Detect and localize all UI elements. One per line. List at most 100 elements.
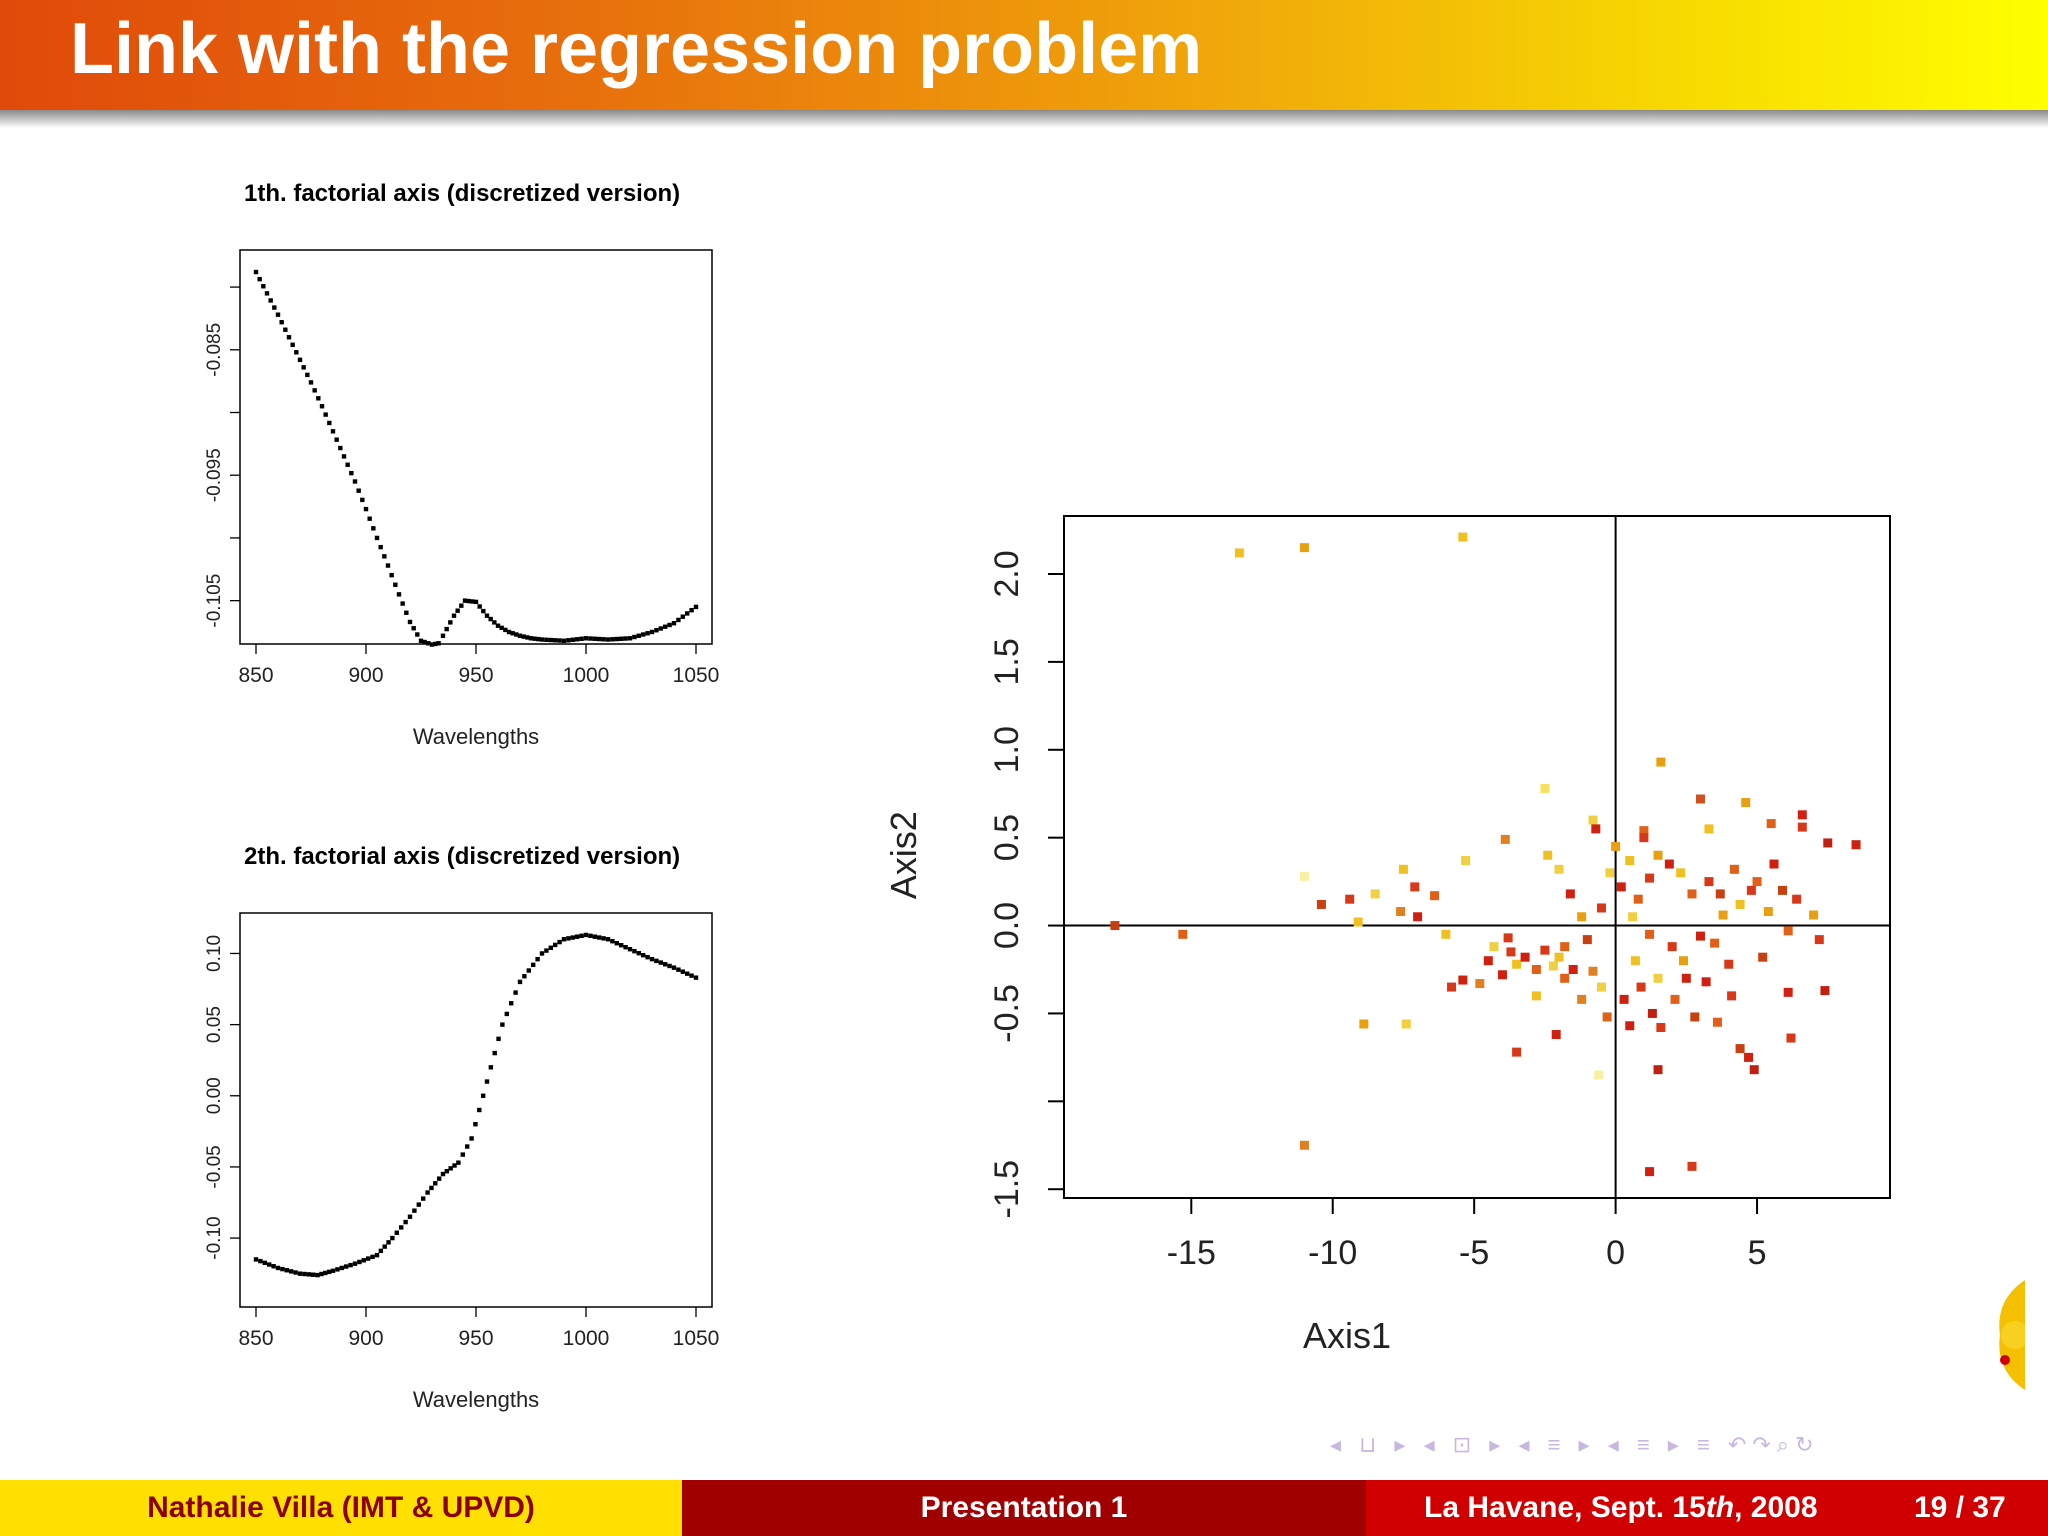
plot3-data-point — [1413, 912, 1423, 922]
plot3-data-point — [1588, 966, 1598, 976]
plot1-data-point — [614, 636, 619, 642]
plot2-data-point — [465, 1144, 470, 1149]
plot3-data-point — [1639, 826, 1649, 836]
plot1-data-point — [444, 626, 449, 632]
plot3-data-point — [1475, 979, 1485, 989]
plot1-data-point — [544, 637, 549, 642]
plot3-data-point — [1554, 952, 1564, 962]
plot3-data-point — [1560, 973, 1570, 983]
plot1-data-point — [338, 445, 343, 451]
plot2-data-point — [433, 1181, 438, 1186]
plot3-data-point — [1630, 956, 1640, 966]
plot2-data-point — [412, 1208, 417, 1213]
plot2-data-point — [636, 950, 641, 956]
plot1-data-point — [645, 631, 650, 636]
plot2-data-point — [469, 1136, 474, 1141]
plot1-data-point — [400, 601, 405, 606]
plot3-data-point — [1741, 798, 1751, 808]
plot3-data-point — [1520, 952, 1530, 962]
plot2-y-tick-label: 0.00 — [204, 1077, 225, 1114]
plot3-data-point — [1679, 956, 1688, 966]
plot3-data-point — [1701, 977, 1711, 987]
plot2-data-point — [399, 1225, 404, 1230]
plot3-x-tick-label: -5 — [1459, 1234, 1489, 1272]
plot1-data-point — [411, 626, 416, 631]
plot3-data-point — [1744, 1052, 1754, 1062]
plot1-data-point — [632, 634, 637, 640]
plot2-data-point — [289, 1269, 294, 1274]
plot1-data-point — [636, 633, 641, 638]
plot3-x-tick-label: 5 — [1748, 1234, 1767, 1272]
plot1-data-point — [264, 291, 270, 296]
plot2-data-point — [330, 1268, 336, 1274]
plot2-data-point — [663, 962, 668, 967]
plot2-data-point — [302, 1271, 307, 1277]
plot1-y-tick-label: -0.105 — [204, 574, 225, 628]
plot2-x-axis-label: Wavelengths — [413, 1387, 539, 1412]
plot3-data-point — [1695, 931, 1705, 941]
plot1-data-point — [503, 627, 508, 633]
plot1-data-point — [579, 636, 584, 641]
plot2-data-point — [632, 948, 637, 954]
plot2-data-point — [284, 1268, 289, 1273]
plot2-data-point — [570, 935, 575, 940]
plot1-data-point — [429, 642, 435, 647]
plot1-data-point — [676, 617, 681, 623]
plot3-data-point — [1594, 1070, 1604, 1080]
plot3-data-point — [1715, 889, 1725, 899]
plot1-data-point — [345, 462, 350, 467]
institution-logo-icon — [1999, 1280, 2025, 1390]
plot2-data-point — [315, 1272, 320, 1278]
plot3-data-point — [1359, 1019, 1369, 1029]
plot2-data-point — [306, 1272, 311, 1277]
plot3-y-axis-label: Axis2 — [883, 811, 924, 899]
plot1-data-point — [308, 380, 314, 385]
plot1-data-point — [548, 637, 553, 643]
plot3-data-point — [1299, 871, 1309, 881]
plot1-data-point — [415, 632, 420, 637]
plot2-data-point — [619, 943, 624, 948]
plot2-data-point — [645, 954, 650, 960]
plot2-data-point — [425, 1190, 430, 1195]
plot2-data-point — [658, 960, 663, 965]
plot1-data-point — [422, 639, 427, 645]
plot2-data-point — [323, 1270, 328, 1276]
plot1-y-tick-label: -0.085 — [204, 323, 225, 377]
plot2-data-point — [429, 1185, 434, 1191]
plot2-data-point — [390, 1235, 395, 1241]
plot1-data-point — [680, 614, 685, 619]
plot3-data-point — [1735, 899, 1745, 909]
plot1-title: 1th. factorial axis (discretized version… — [244, 180, 681, 207]
plot3-data-point — [1588, 815, 1598, 825]
plot3-y-tick-label: 2.0 — [988, 550, 1026, 597]
plot3-data-point — [1823, 838, 1833, 848]
plot1-data-point — [619, 636, 624, 641]
plot3-data-point — [1687, 1161, 1697, 1171]
plot1-data-point — [294, 350, 299, 355]
beamer-navigation-bar[interactable]: ◂ ⊔ ▸ ◂ ⊡ ▸ ◂ ≡ ▸ ◂ ≡ ▸ ≡ ↶↷⌕↻ — [1330, 1432, 1820, 1457]
plot3-data-point — [1370, 889, 1380, 899]
plot2-data-point — [357, 1259, 362, 1265]
plot3-data-point — [1178, 929, 1188, 939]
plot1-data-point — [341, 454, 347, 459]
plot1-data-point — [356, 488, 361, 493]
plot2-data-point — [370, 1254, 375, 1260]
plot3-data-point — [1531, 964, 1541, 974]
plot1-data-point — [597, 636, 602, 642]
plot3-data-point — [1461, 856, 1471, 866]
plot3-data-point — [1616, 882, 1626, 892]
plot1-data-point — [451, 613, 457, 618]
plot3-y-tick-label: 1.5 — [988, 638, 1026, 685]
plot3-data-point — [1500, 834, 1510, 844]
plot1-data-point — [610, 637, 615, 642]
plot2-data-point — [561, 937, 567, 942]
plot2-data-point — [407, 1214, 413, 1219]
plot3-data-point — [1735, 1044, 1745, 1054]
plot1-data-point — [253, 269, 259, 275]
plot3-data-point — [1503, 933, 1513, 943]
plot2-data-point — [588, 933, 593, 939]
plot1-data-point — [396, 592, 402, 597]
plot3-data-point — [1430, 891, 1440, 901]
plot3-data-point — [1560, 942, 1570, 952]
plot3-data-point — [1577, 994, 1587, 1004]
